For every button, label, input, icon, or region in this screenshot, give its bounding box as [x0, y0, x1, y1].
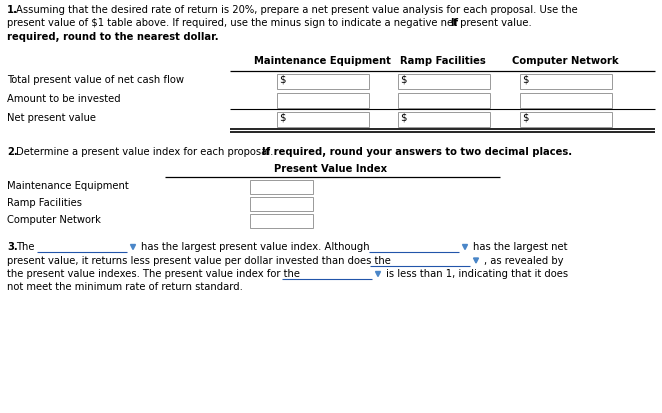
Text: Present Value Index: Present Value Index: [275, 164, 387, 174]
Text: Computer Network: Computer Network: [512, 56, 618, 66]
FancyBboxPatch shape: [277, 93, 369, 108]
Text: has the largest net: has the largest net: [473, 242, 567, 252]
Polygon shape: [463, 244, 467, 249]
FancyBboxPatch shape: [398, 112, 490, 127]
Text: Ramp Facilities: Ramp Facilities: [7, 198, 82, 208]
FancyBboxPatch shape: [398, 93, 490, 108]
Text: $: $: [522, 75, 528, 85]
Text: $: $: [400, 75, 406, 85]
Text: If required, round your answers to two decimal places.: If required, round your answers to two d…: [262, 147, 572, 157]
Polygon shape: [473, 258, 479, 263]
Text: has the largest present value index. Although: has the largest present value index. Alt…: [141, 242, 369, 252]
FancyBboxPatch shape: [250, 214, 313, 228]
Polygon shape: [130, 244, 136, 249]
FancyBboxPatch shape: [277, 112, 369, 127]
Text: Ramp Facilities: Ramp Facilities: [400, 56, 486, 66]
FancyBboxPatch shape: [250, 180, 313, 194]
Text: $: $: [400, 113, 406, 123]
FancyBboxPatch shape: [520, 74, 612, 89]
Text: present value of $1 table above. If required, use the minus sign to indicate a n: present value of $1 table above. If requ…: [7, 19, 535, 28]
Text: Assuming that the desired rate of return is 20%, prepare a net present value ana: Assuming that the desired rate of return…: [16, 5, 578, 15]
Text: Net present value: Net present value: [7, 113, 96, 123]
Polygon shape: [375, 271, 381, 276]
FancyBboxPatch shape: [398, 74, 490, 89]
Text: $: $: [279, 75, 285, 85]
Text: Maintenance Equipment: Maintenance Equipment: [7, 181, 128, 191]
Text: Total present value of net cash flow: Total present value of net cash flow: [7, 75, 184, 85]
Text: 1.: 1.: [7, 5, 18, 15]
Text: Computer Network: Computer Network: [7, 215, 101, 225]
Text: $: $: [522, 113, 528, 123]
Text: the present value indexes. The present value index for the: the present value indexes. The present v…: [7, 269, 300, 279]
Text: Maintenance Equipment: Maintenance Equipment: [254, 56, 391, 66]
Text: 2.: 2.: [7, 147, 18, 157]
Text: Determine a present value index for each proposal.: Determine a present value index for each…: [16, 147, 277, 157]
Text: 3.: 3.: [7, 242, 18, 252]
FancyBboxPatch shape: [520, 112, 612, 127]
Text: not meet the minimum rate of return standard.: not meet the minimum rate of return stan…: [7, 282, 243, 292]
Text: , as revealed by: , as revealed by: [484, 256, 563, 266]
Text: present value, it returns less present value per dollar invested than does the: present value, it returns less present v…: [7, 256, 391, 266]
FancyBboxPatch shape: [250, 197, 313, 211]
Text: Amount to be invested: Amount to be invested: [7, 94, 120, 104]
Text: The: The: [16, 242, 34, 252]
FancyBboxPatch shape: [277, 74, 369, 89]
Text: If: If: [450, 19, 458, 28]
Text: is less than 1, indicating that it does: is less than 1, indicating that it does: [386, 269, 568, 279]
Text: $: $: [279, 113, 285, 123]
Text: required, round to the nearest dollar.: required, round to the nearest dollar.: [7, 32, 218, 42]
FancyBboxPatch shape: [520, 93, 612, 108]
